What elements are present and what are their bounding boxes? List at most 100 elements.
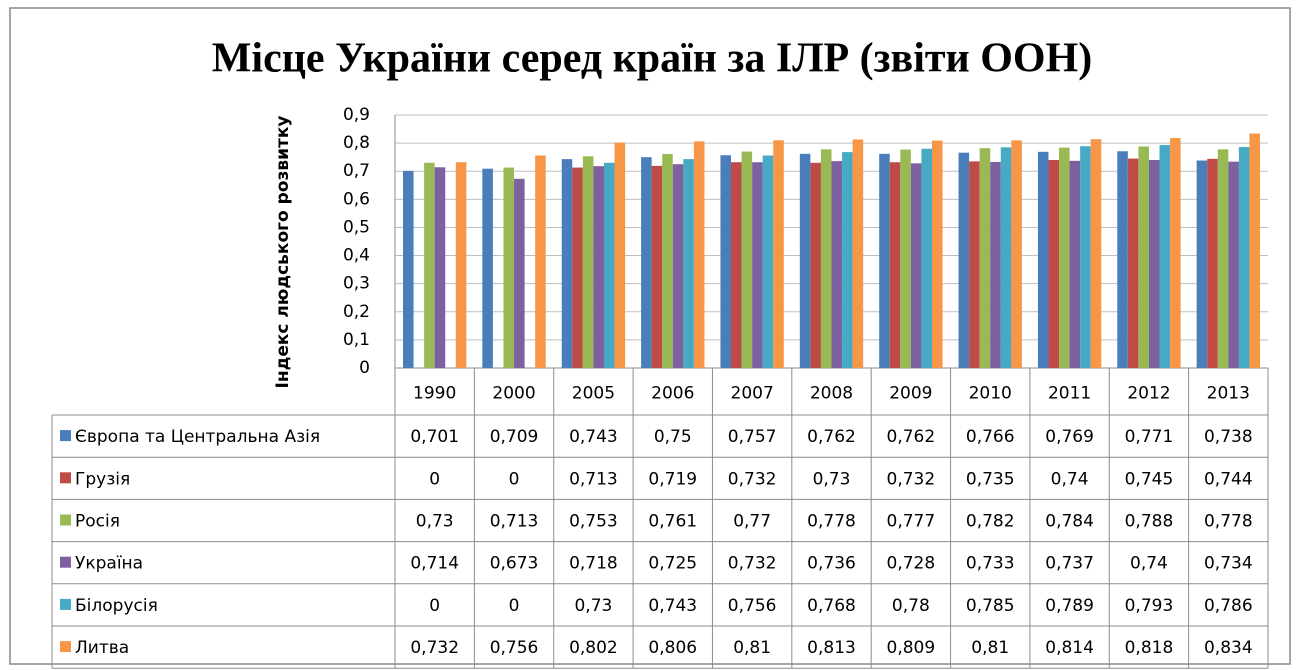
table-value: 0,719: [648, 469, 697, 489]
bar: [900, 149, 911, 368]
bar: [482, 168, 493, 368]
bar: [889, 162, 901, 368]
legend-label: Росія: [75, 512, 120, 532]
legend-swatch: [60, 430, 71, 442]
bar: [969, 161, 980, 368]
legend-label: Грузія: [75, 469, 130, 489]
legend-label: Білорусія: [75, 596, 158, 616]
bar: [614, 142, 626, 368]
bar: [662, 154, 673, 368]
table-value: 0,814: [1045, 638, 1094, 658]
table-value: 0,786: [1204, 596, 1253, 616]
bar: [910, 163, 922, 368]
bar: [434, 167, 446, 368]
bar: [831, 161, 843, 368]
bar: [514, 178, 525, 368]
x-tick-label: 2008: [810, 384, 853, 404]
x-tick-label: 2013: [1207, 384, 1250, 404]
table-value: 0,673: [490, 554, 539, 574]
y-tick-label: 0,3: [343, 274, 370, 294]
bar: [1238, 147, 1250, 368]
bar: [1080, 146, 1091, 368]
y-tick-label: 0,7: [343, 161, 370, 181]
bar: [1059, 147, 1070, 368]
bar: [762, 155, 774, 368]
bar: [731, 162, 742, 368]
table-value: 0: [429, 469, 440, 489]
table-value: 0,757: [728, 427, 777, 447]
table-value: 0,732: [887, 469, 936, 489]
bar: [852, 139, 864, 368]
legend-swatch: [60, 641, 71, 653]
table-value: 0,73: [574, 596, 612, 616]
y-tick-label: 0,9: [343, 105, 370, 125]
legend-label: Україна: [75, 554, 143, 574]
bar: [1011, 140, 1022, 368]
table-value: 0,782: [966, 512, 1015, 532]
bar: [1048, 159, 1060, 368]
table-value: 0: [509, 469, 520, 489]
bar: [1138, 146, 1149, 368]
legend-swatch: [60, 598, 71, 610]
bar: [693, 141, 705, 368]
table-value: 0,732: [728, 554, 777, 574]
table-value: 0,778: [1204, 512, 1253, 532]
table-value: 0,736: [807, 554, 856, 574]
bar: [990, 161, 1001, 368]
table-value: 0,768: [807, 596, 856, 616]
table-value: 0,713: [569, 469, 618, 489]
table-value: 0,732: [410, 638, 459, 658]
table-value: 0,756: [728, 596, 777, 616]
bar: [1037, 151, 1049, 368]
legend-swatch: [60, 556, 71, 568]
table-value: 0,777: [887, 512, 936, 532]
table-value: 0,762: [887, 427, 936, 447]
bar: [720, 155, 732, 368]
bar: [1127, 158, 1139, 368]
bar: [683, 159, 694, 368]
table-value: 0,738: [1204, 427, 1253, 447]
bar: [810, 162, 821, 368]
table-value: 0,806: [648, 638, 697, 658]
bar: [799, 153, 811, 368]
y-axis-label: Індекс людського розвитку: [273, 116, 293, 389]
table-value: 0,718: [569, 554, 618, 574]
table-value: 0,732: [728, 469, 777, 489]
table-value: 0,74: [1130, 554, 1168, 574]
y-tick-label: 0,8: [343, 133, 370, 153]
bar: [958, 152, 970, 368]
bar: [561, 159, 573, 368]
bar: [582, 156, 594, 368]
table-value: 0,778: [807, 512, 856, 532]
bar: [752, 162, 763, 368]
legend-swatch: [60, 514, 71, 526]
bar: [1249, 133, 1260, 368]
table-value: 0,745: [1125, 469, 1174, 489]
y-tick-label: 0,5: [343, 217, 370, 237]
bar: [1069, 160, 1081, 368]
table-value: 0,78: [892, 596, 930, 616]
table-value: 0,73: [416, 512, 454, 532]
y-tick-label: 0,2: [343, 302, 370, 322]
table-value: 0,744: [1204, 469, 1253, 489]
bar: [979, 148, 991, 368]
table-value: 0,753: [569, 512, 618, 532]
bar: [1170, 138, 1181, 368]
y-tick-label: 0: [359, 358, 370, 378]
x-tick-label: 2010: [969, 384, 1012, 404]
bar: [773, 140, 784, 368]
table-value: 0,713: [490, 512, 539, 532]
legend-label: Литва: [75, 638, 129, 658]
legend-label: Європа та Центральна Азія: [75, 427, 320, 447]
table-value: 0,789: [1045, 596, 1094, 616]
bar: [1228, 161, 1239, 368]
table-value: 0: [509, 596, 520, 616]
x-tick-label: 2006: [651, 384, 694, 404]
bar: [641, 157, 652, 368]
bar: [1217, 149, 1229, 368]
table-value: 0,743: [569, 427, 618, 447]
legend-swatch: [60, 472, 71, 484]
bar: [1196, 160, 1208, 368]
bar: [1117, 151, 1128, 368]
